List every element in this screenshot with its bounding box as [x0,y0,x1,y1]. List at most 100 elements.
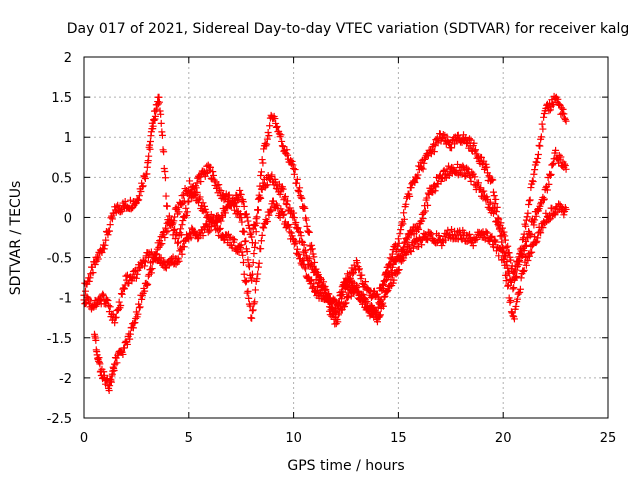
data-point [122,272,130,280]
data-point [248,307,256,315]
data-point [309,263,317,271]
data-point [106,221,114,229]
data-point [254,206,262,214]
data-point [174,238,182,246]
data-point [155,100,163,108]
data-point [183,208,191,216]
data-point [126,335,134,343]
data-point [217,187,225,195]
data-point [534,234,542,242]
data-point [466,135,474,143]
data-point [379,280,387,288]
data-point [357,275,365,283]
data-point [247,229,255,237]
data-point [522,241,530,249]
data-point [505,249,513,257]
data-point [240,270,248,278]
data-point [104,231,112,239]
data-point [140,257,148,265]
data-point [107,378,115,386]
data-point [162,264,170,272]
data-point [466,230,474,238]
data-point [298,194,306,202]
data-point [199,199,207,207]
data-point [136,263,144,271]
data-point [183,231,191,239]
data-point [321,289,329,297]
data-point [290,170,298,178]
data-point [548,204,556,212]
data-point [126,196,134,204]
data-point [302,265,310,273]
data-point [503,271,511,279]
data-point [540,113,548,121]
data-point [147,269,155,277]
data-point [395,266,403,274]
data-point [376,311,384,319]
data-point [141,258,149,266]
data-point [123,340,131,348]
data-point [531,233,539,241]
data-point [292,239,300,247]
data-point [213,182,221,190]
data-point [308,245,316,253]
data-point [236,242,244,250]
data-point [102,236,110,244]
data-point [308,241,316,249]
data-point [469,242,477,250]
data-point [397,221,405,229]
data-point [196,193,204,201]
data-point [488,175,496,183]
data-point [259,159,267,167]
data-point [210,214,218,222]
data-point [267,207,275,215]
data-point [187,234,195,242]
data-point [300,241,308,249]
data-point [335,311,343,319]
data-point [313,270,321,278]
data-point [284,222,292,230]
data-point [153,250,161,258]
data-point [119,350,127,358]
data-point [539,125,547,133]
data-point [186,230,194,238]
data-point [135,192,143,200]
data-point [237,241,245,249]
data-point [131,319,139,327]
data-point [236,186,244,194]
data-point [562,117,570,125]
data-point [355,266,363,274]
data-point [178,250,186,258]
data-point [207,163,215,171]
data-point [549,101,557,109]
data-point [500,256,508,264]
data-point [141,262,149,270]
data-point [117,302,125,310]
data-point [242,210,250,218]
data-point [262,142,270,150]
data-point [280,196,288,204]
data-point [85,277,93,285]
x-axis-label: GPS time / hours [287,458,404,474]
data-point [397,226,405,234]
data-point [393,245,401,253]
data-point [532,158,540,166]
data-point [118,207,126,215]
data-point [562,165,570,173]
data-point [376,312,384,320]
data-point [329,310,337,318]
data-point [144,272,152,280]
data-point [516,285,524,293]
data-point [293,179,301,187]
data-point [276,190,284,198]
data-point [512,266,520,274]
data-point [248,239,256,247]
data-point [525,252,533,260]
data-point [518,251,526,259]
data-point [387,267,395,275]
data-point [414,224,422,232]
data-point [229,235,237,243]
data-point [487,234,495,242]
data-point [549,100,557,108]
